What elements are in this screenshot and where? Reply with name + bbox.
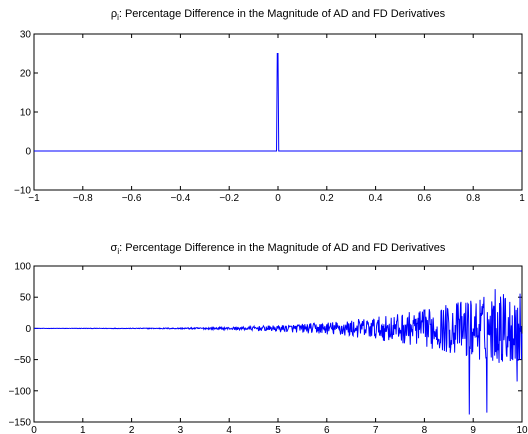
- top-y-tick-label: 0: [25, 147, 31, 158]
- bottom-x-tick-label: 6: [324, 425, 330, 434]
- top-chart-title: ρi: Percentage Difference in the Magnitu…: [111, 8, 446, 22]
- top-y-tick-label: 20: [20, 69, 32, 80]
- bottom-chart: σi: Percentage Difference in the Magnitu…: [8, 242, 528, 434]
- bottom-y-tick-label: 100: [14, 262, 31, 273]
- top-y-tick-label: −10: [14, 186, 31, 197]
- bottom-x-tick-label: 5: [275, 425, 281, 434]
- top-x-tick-label: 0.2: [320, 193, 334, 204]
- bottom-x-tick-label: 4: [226, 425, 232, 434]
- top-x-tick-label: 0.4: [369, 193, 383, 204]
- bottom-y-tick-label: −150: [8, 418, 31, 429]
- bottom-x-tick-label: 2: [129, 425, 135, 434]
- top-y-tick-label: 30: [20, 30, 32, 41]
- bottom-chart-ticks: 0 1 2 3 4 5 6 7 8 9 10 −150 −100 −50 0 50 100: [8, 262, 528, 434]
- bottom-y-tick-label: −50: [14, 355, 31, 366]
- bottom-x-tick-label: 9: [470, 425, 476, 434]
- top-x-tick-label: −0.4: [171, 193, 191, 204]
- bottom-y-tick-label: 50: [20, 293, 32, 304]
- top-y-tick-label: 10: [20, 108, 32, 119]
- bottom-chart-plot: [34, 289, 523, 415]
- bottom-x-tick-label: 7: [373, 425, 379, 434]
- bottom-y-tick-label: −100: [8, 386, 31, 397]
- bottom-chart-title: σi: Percentage Difference in the Magnitu…: [111, 242, 446, 256]
- bottom-x-tick-label: 3: [178, 425, 184, 434]
- top-chart: ρi: Percentage Difference in the Magnitu…: [14, 8, 525, 204]
- bottom-x-tick-label: 10: [516, 425, 528, 434]
- top-series-line: [34, 53, 522, 152]
- top-x-tick-label: 1: [519, 193, 525, 204]
- bottom-x-tick-label: 8: [422, 425, 428, 434]
- top-x-tick-label: 0.8: [466, 193, 480, 204]
- bottom-series-line: [34, 289, 523, 415]
- top-x-tick-label: 0: [275, 193, 281, 204]
- top-chart-ticks: −1 −0.8 −0.6 −0.4 −0.2 0 0.2 0.4 0.6 0.8 1 −10 0 10 20…: [14, 30, 525, 205]
- top-x-tick-label: −1: [28, 193, 40, 204]
- bottom-chart-title-subscript: i: [117, 247, 119, 256]
- bottom-x-tick-label: 0: [31, 425, 37, 434]
- top-chart-plot: [34, 53, 522, 152]
- top-x-tick-label: −0.8: [73, 193, 93, 204]
- bottom-x-tick-label: 1: [80, 425, 86, 434]
- bottom-y-tick-label: 0: [25, 324, 31, 335]
- top-x-tick-label: 0.6: [417, 193, 431, 204]
- top-chart-title-subscript: i: [117, 13, 119, 22]
- top-x-tick-label: −0.6: [122, 193, 142, 204]
- top-x-tick-label: −0.2: [219, 193, 239, 204]
